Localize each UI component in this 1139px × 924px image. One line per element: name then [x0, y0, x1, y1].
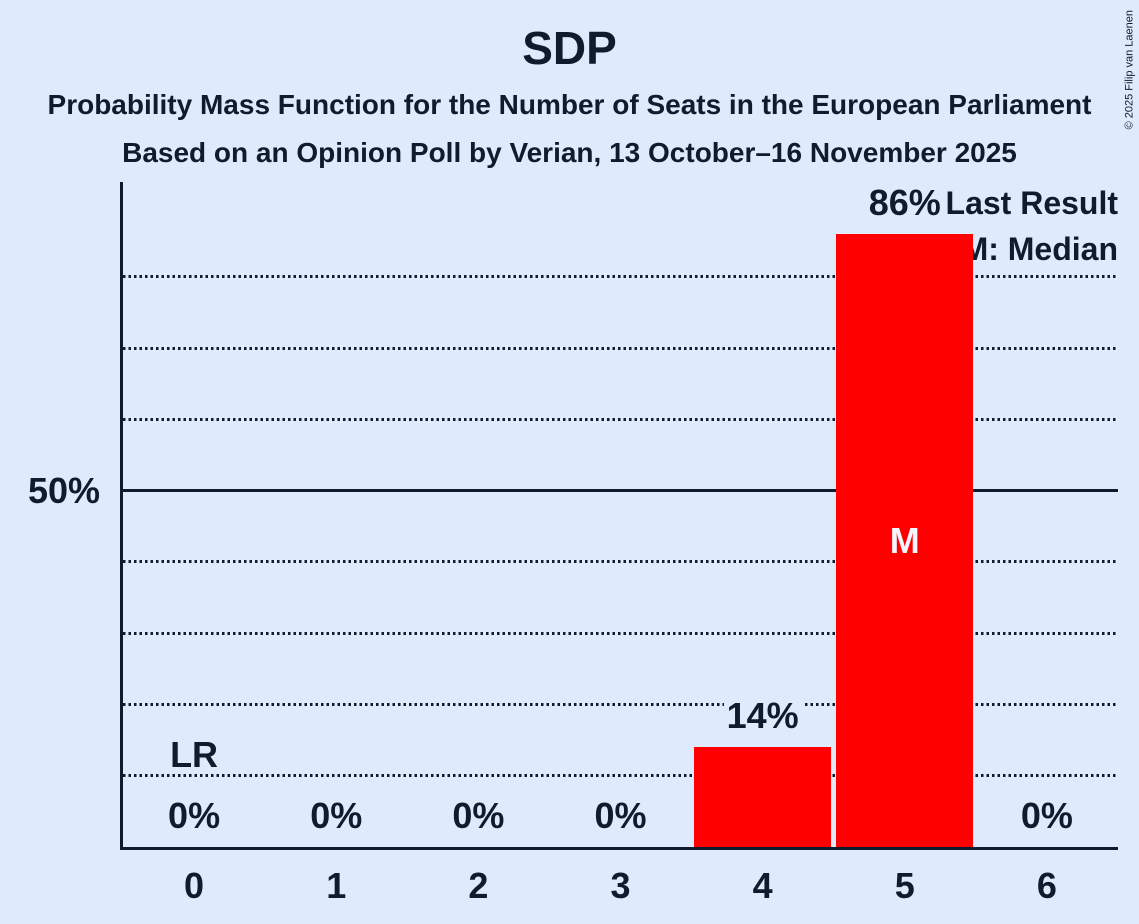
gridline-10pct [123, 774, 1118, 778]
bar-value-label: 0% [549, 795, 691, 836]
bar-column-2: 0% [407, 182, 549, 847]
x-tick-label-4: 4 [752, 865, 773, 906]
bar-value-text: 0% [591, 795, 650, 836]
bar-value-text: 14% [723, 695, 802, 737]
chart-subtitle: Probability Mass Function for the Number… [47, 89, 1092, 120]
bar-column-0: 0% LR [123, 182, 265, 847]
gridline-80pct [123, 275, 1118, 279]
bar-column-6: 0% [976, 182, 1118, 847]
gridline-40pct [123, 560, 1118, 564]
plot-area: 0% LR 0% 0% 0% 14% M 86% 0% [120, 182, 1118, 850]
last-result-marker: LR [170, 733, 219, 775]
bar-value-label: 0% [265, 795, 407, 836]
bar-value-label: 0% [407, 795, 549, 836]
bar-column-4: 14% [692, 182, 834, 847]
bar-value-text: 0% [1017, 795, 1076, 836]
x-tick-label-2: 2 [468, 865, 489, 906]
bar-seats-5: M [836, 234, 974, 847]
bar-value-text: 0% [449, 795, 508, 836]
copyright-notice: © 2025 Filip van Laenen [1123, 10, 1135, 130]
bar-column-5: M 86% [834, 182, 976, 847]
x-tick-label-3: 3 [610, 865, 631, 906]
bar-value-label: 0% [976, 795, 1118, 836]
x-tick-label-1: 1 [326, 865, 347, 906]
median-marker: M [889, 519, 920, 561]
x-tick-label-5: 5 [894, 865, 915, 906]
gridline-70pct [123, 346, 1118, 350]
chart-subtitle-source: Based on an Opinion Poll by Verian, 13 O… [122, 137, 1017, 168]
bar-value-text: 0% [307, 795, 366, 836]
bar-value-text: 0% [165, 795, 224, 836]
bar-value-label: 86% [834, 182, 976, 224]
bar-value-label: 0% [123, 795, 265, 836]
gridline-20pct [123, 702, 1118, 706]
bar-value-label: 14% [692, 695, 834, 737]
bar-column-1: 0% [265, 182, 407, 847]
x-axis-labels: 0 1 2 3 4 5 6 [123, 866, 1118, 910]
legend-median: M: Median [961, 231, 1118, 267]
bar-seats-4 [694, 747, 832, 847]
bar-column-3: 0% [549, 182, 691, 847]
gridline-60pct [123, 417, 1118, 421]
y-axis-tick-label: 50% [27, 470, 100, 511]
x-tick-label-0: 0 [184, 865, 205, 906]
x-tick-label-6: 6 [1036, 865, 1057, 906]
gridline-solid-50pct [123, 489, 1118, 493]
gridline-30pct [123, 631, 1118, 635]
bar-value-text: 86% [865, 182, 944, 224]
page-title: SDP [522, 22, 617, 74]
